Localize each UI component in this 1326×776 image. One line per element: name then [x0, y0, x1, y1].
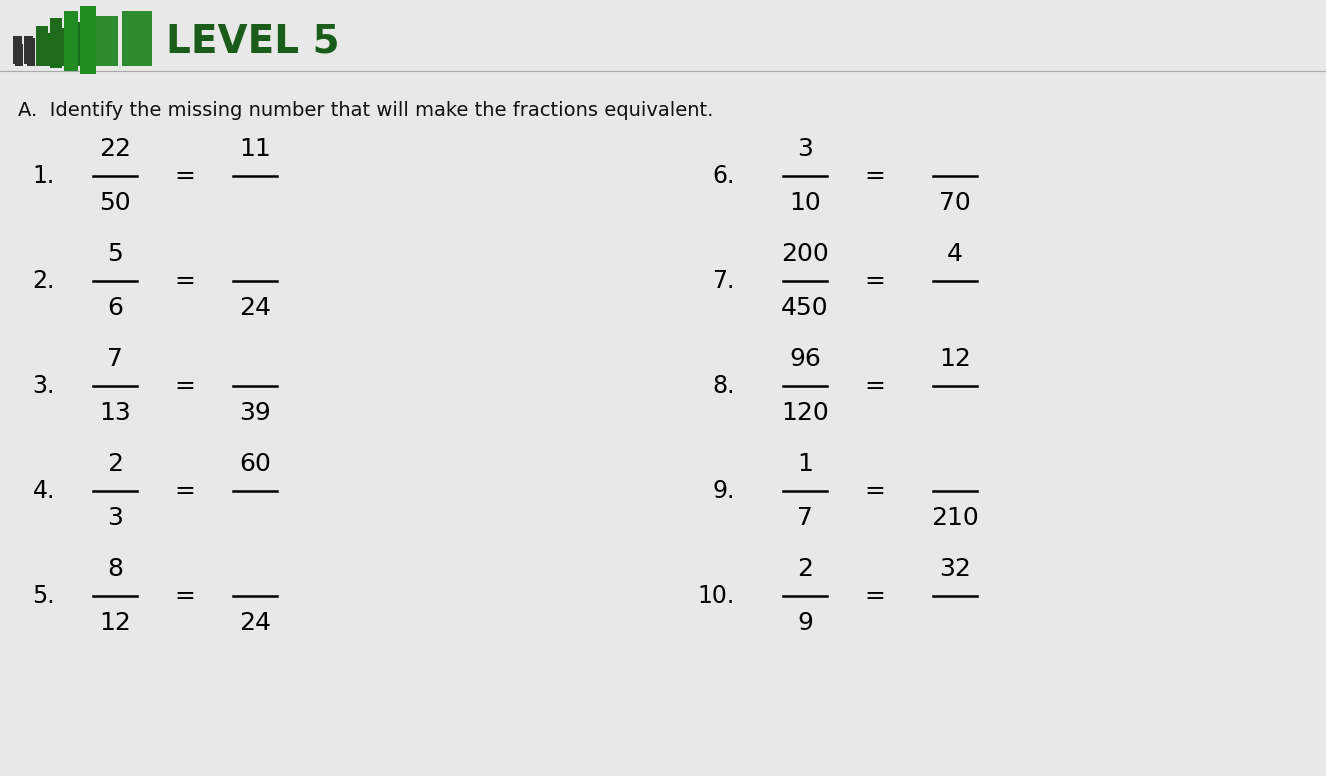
Text: 32: 32 — [939, 557, 971, 581]
Text: 1.: 1. — [33, 164, 54, 188]
Text: 4.: 4. — [33, 479, 54, 503]
Text: =: = — [175, 269, 195, 293]
Bar — [50, 18, 62, 68]
Text: 8: 8 — [107, 557, 123, 581]
Text: 3.: 3. — [33, 374, 54, 398]
Text: 13: 13 — [99, 401, 131, 425]
Text: 6: 6 — [107, 296, 123, 320]
Text: =: = — [865, 374, 886, 398]
Text: 39: 39 — [239, 401, 271, 425]
Text: 5: 5 — [107, 242, 123, 266]
Text: 10: 10 — [789, 191, 821, 215]
Text: 24: 24 — [239, 611, 271, 635]
Text: 24: 24 — [239, 296, 271, 320]
Bar — [13, 36, 23, 64]
Text: A.  Identify the missing number that will make the fractions equivalent.: A. Identify the missing number that will… — [19, 102, 713, 120]
Text: 6.: 6. — [712, 164, 735, 188]
Text: 7.: 7. — [712, 269, 735, 293]
Text: 60: 60 — [239, 452, 271, 476]
Text: =: = — [175, 374, 195, 398]
Text: 12: 12 — [939, 347, 971, 371]
Text: 11: 11 — [239, 137, 271, 161]
FancyBboxPatch shape — [56, 27, 69, 66]
Text: =: = — [175, 479, 195, 503]
Text: 2.: 2. — [33, 269, 54, 293]
Text: 7: 7 — [797, 506, 813, 530]
Text: 450: 450 — [781, 296, 829, 320]
Text: =: = — [175, 584, 195, 608]
Text: 12: 12 — [99, 611, 131, 635]
Bar — [64, 11, 78, 71]
Bar — [80, 6, 95, 74]
Bar — [24, 36, 33, 64]
Text: 70: 70 — [939, 191, 971, 215]
FancyBboxPatch shape — [95, 16, 118, 66]
Bar — [36, 26, 48, 66]
Text: 9.: 9. — [712, 479, 735, 503]
Text: 10.: 10. — [697, 584, 735, 608]
Text: 200: 200 — [781, 242, 829, 266]
Text: 50: 50 — [99, 191, 131, 215]
Text: 1: 1 — [797, 452, 813, 476]
Text: 2: 2 — [107, 452, 123, 476]
Text: 3: 3 — [107, 506, 123, 530]
Text: =: = — [865, 479, 886, 503]
Text: 3: 3 — [797, 137, 813, 161]
Text: 4: 4 — [947, 242, 963, 266]
Text: 8.: 8. — [712, 374, 735, 398]
Text: 9: 9 — [797, 611, 813, 635]
Text: 5.: 5. — [32, 584, 54, 608]
Text: 22: 22 — [99, 137, 131, 161]
Text: =: = — [865, 164, 886, 188]
Text: 7: 7 — [107, 347, 123, 371]
Text: =: = — [865, 584, 886, 608]
FancyBboxPatch shape — [38, 33, 52, 66]
Text: LEVEL 5: LEVEL 5 — [166, 23, 339, 61]
FancyBboxPatch shape — [73, 22, 91, 66]
FancyBboxPatch shape — [27, 39, 34, 66]
Text: 2: 2 — [797, 557, 813, 581]
Text: 96: 96 — [789, 347, 821, 371]
FancyBboxPatch shape — [15, 44, 23, 66]
Text: =: = — [175, 164, 195, 188]
Text: =: = — [865, 269, 886, 293]
Text: 120: 120 — [781, 401, 829, 425]
Text: 210: 210 — [931, 506, 979, 530]
FancyBboxPatch shape — [122, 11, 152, 66]
